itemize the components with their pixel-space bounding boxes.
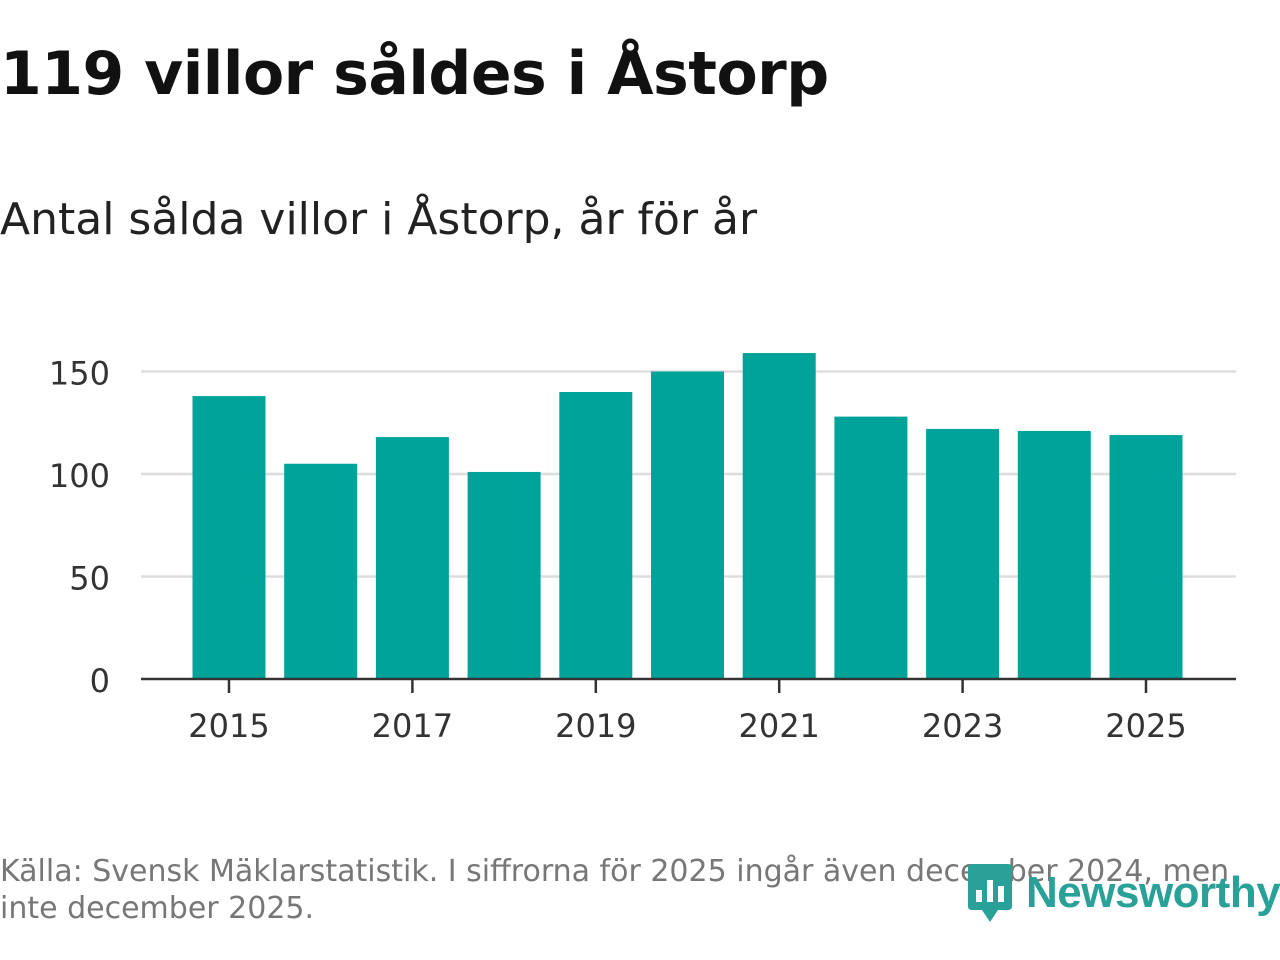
- x-tick-label: 2015: [188, 707, 269, 745]
- bar-2019: [559, 392, 633, 679]
- x-tick-label: 2021: [738, 707, 819, 745]
- y-tick-label: 100: [49, 457, 110, 495]
- y-tick-label: 150: [49, 355, 110, 393]
- brand-name: Newsworthy: [1026, 868, 1280, 917]
- bar-2021: [742, 353, 816, 679]
- y-tick-label: 0: [90, 662, 110, 700]
- y-tick-label: 50: [69, 560, 110, 598]
- bar-2023: [926, 428, 1000, 679]
- bar-2020: [651, 371, 724, 679]
- bar-2024: [1017, 430, 1091, 679]
- bar-chart: 0 50 100 150 2015 2017 2019 2021 2023 2025: [49, 353, 1236, 745]
- x-tick-label: 2023: [922, 707, 1003, 745]
- bar-2017: [375, 437, 449, 679]
- bar-2018: [467, 471, 541, 679]
- bar-2016: [284, 463, 358, 679]
- bar-2025: [1109, 435, 1183, 679]
- x-tick-label: 2025: [1105, 707, 1186, 745]
- newsworthy-logo-icon: [968, 864, 1012, 922]
- chart-subtitle: Antal sålda villor i Åstorp, år för år: [0, 194, 758, 245]
- bar-2015: [192, 396, 266, 679]
- x-tick-label: 2019: [555, 707, 636, 745]
- x-tick-label: 2017: [372, 707, 453, 745]
- bar-2022: [834, 416, 908, 679]
- source-note: Källa: Svensk Mäklarstatistik. I siffror…: [0, 854, 1230, 926]
- chart-title: 119 villor såldes i Åstorp: [0, 39, 829, 109]
- newsworthy-logo: Newsworthy: [964, 862, 1280, 924]
